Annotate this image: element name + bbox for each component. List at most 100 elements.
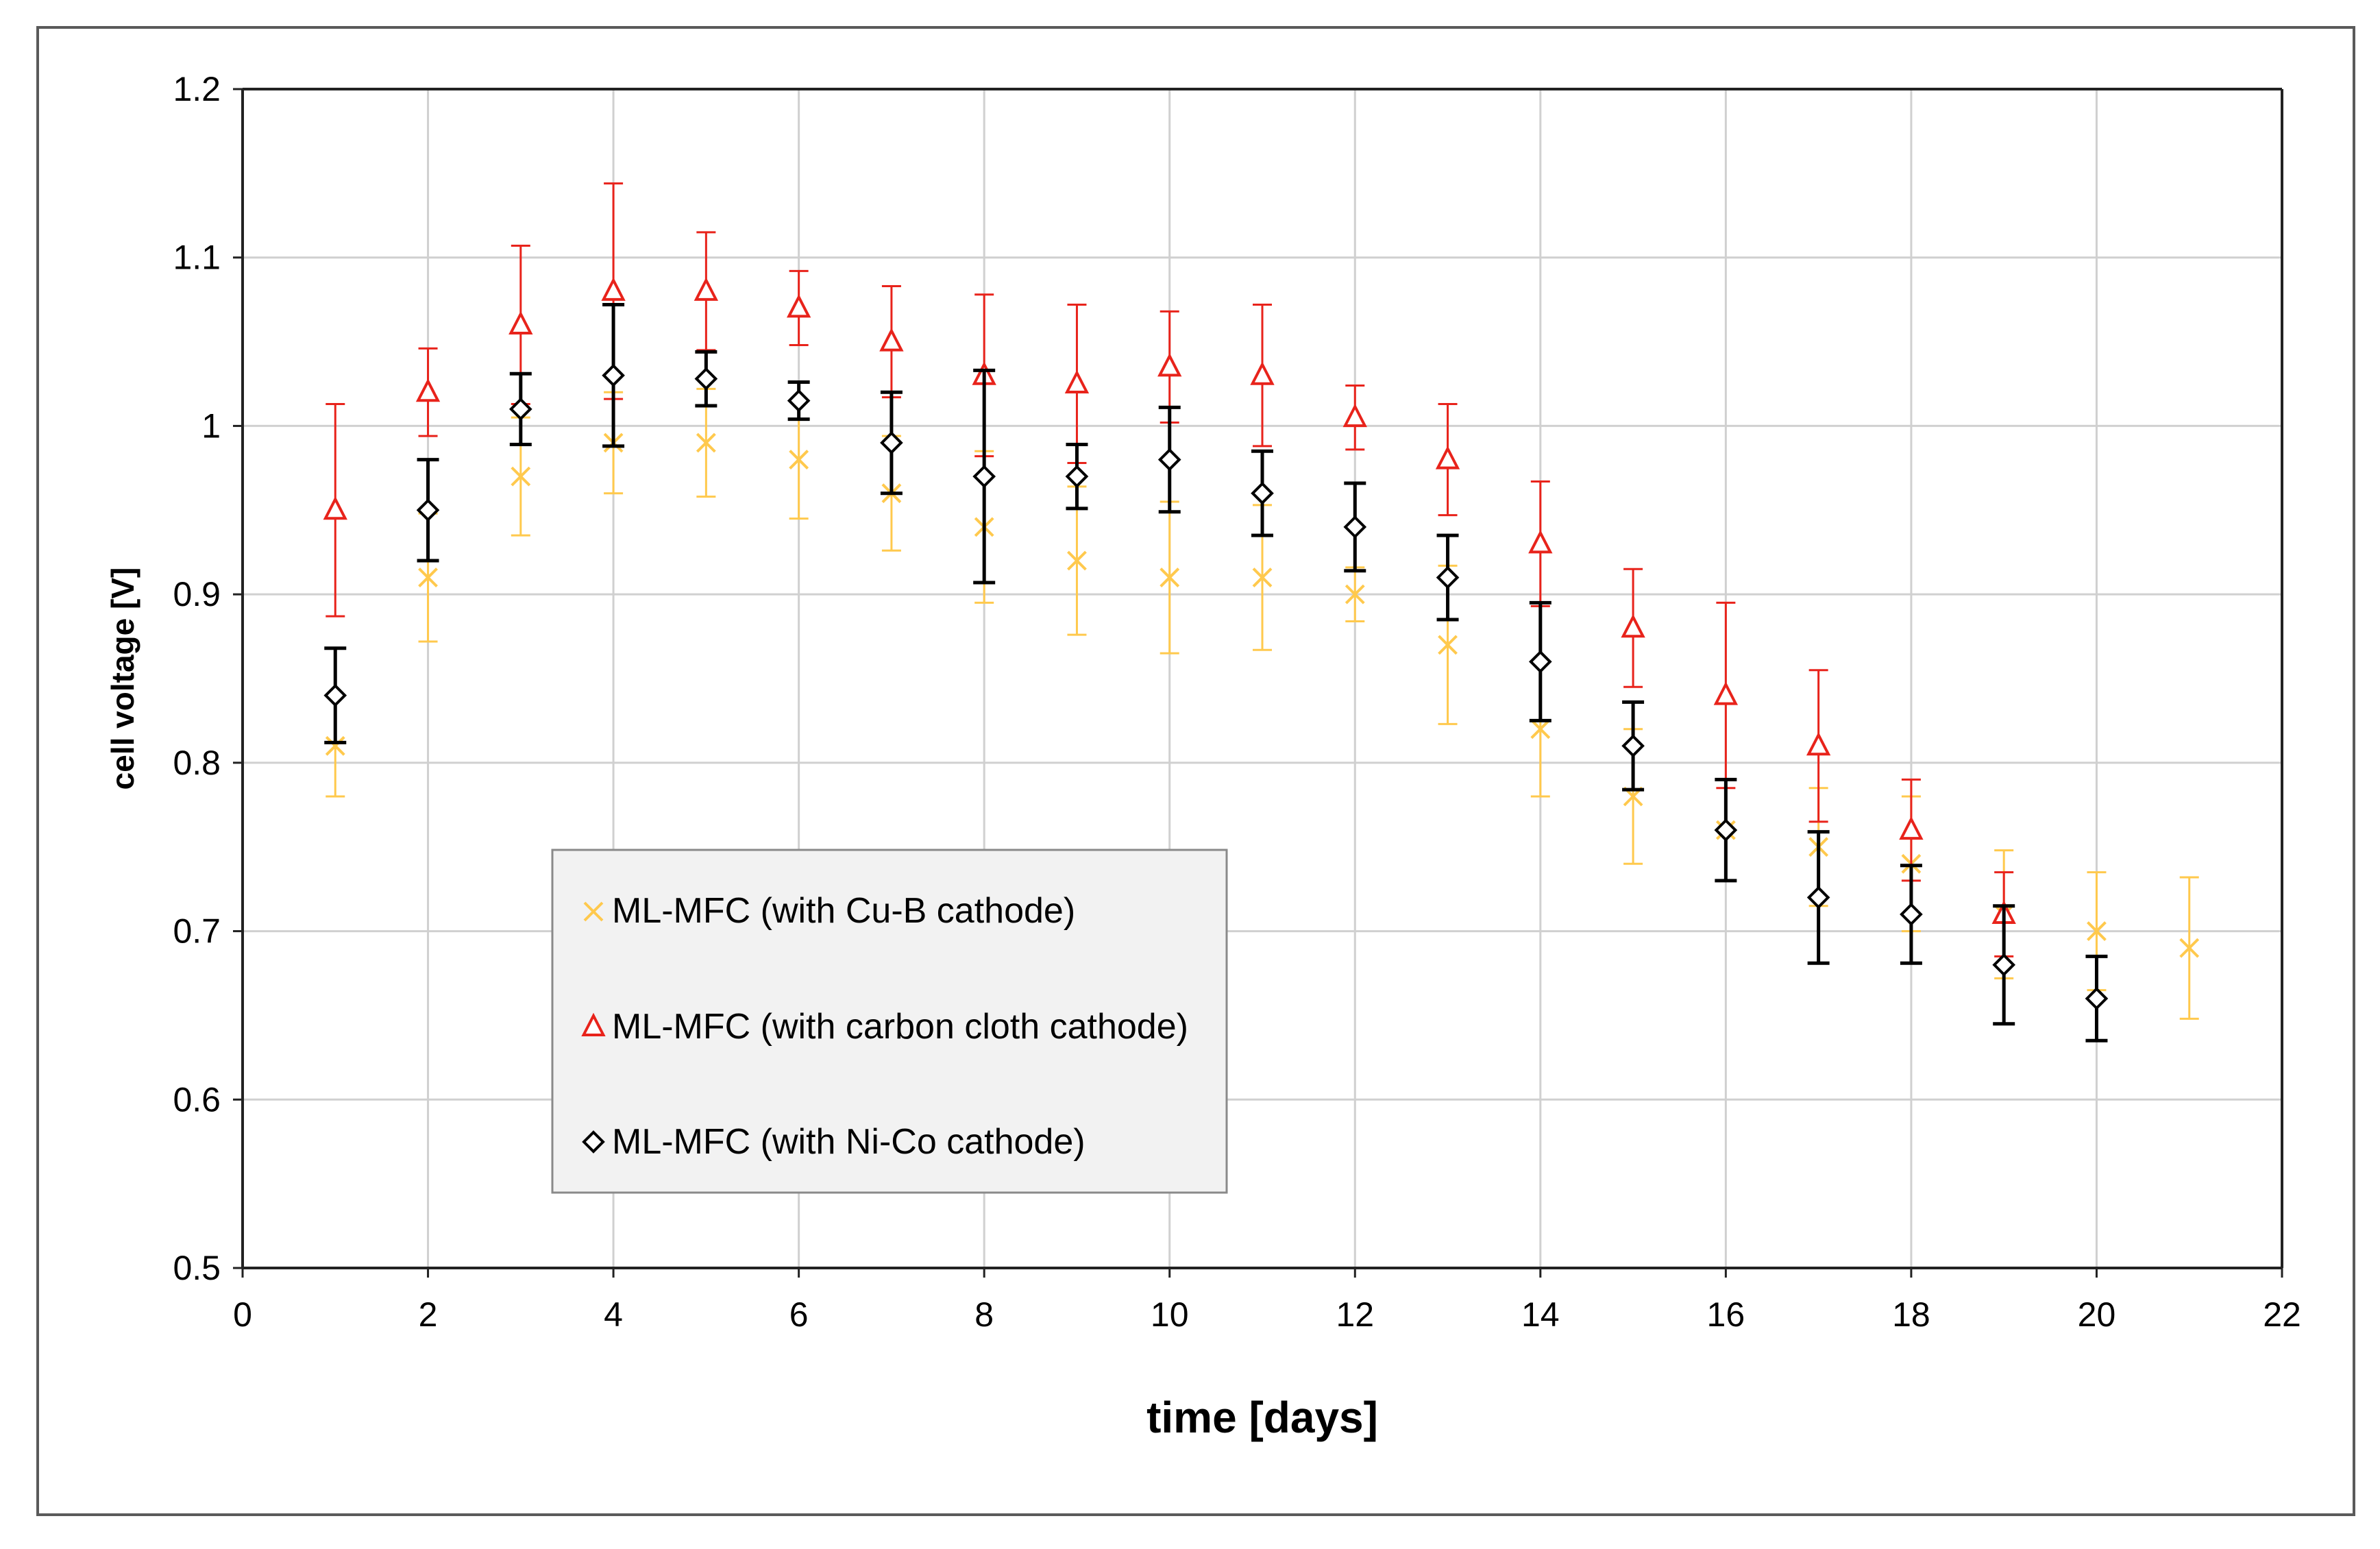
data-point-carbon-cloth xyxy=(1064,369,1090,393)
data-point-ni-co xyxy=(1900,903,1923,926)
data-point-cu-b xyxy=(1252,568,1273,587)
marker-stroke xyxy=(789,450,809,469)
data-point-cu-b xyxy=(696,432,716,453)
data-point-carbon-cloth xyxy=(1713,681,1739,705)
marker-stroke xyxy=(325,735,345,756)
y-tick-label: 1 xyxy=(201,406,221,445)
x-tick-label: 6 xyxy=(789,1295,809,1334)
marker-stroke xyxy=(696,432,716,453)
x-axis-label: time [days] xyxy=(1146,1393,1378,1442)
x-tick-label: 12 xyxy=(1336,1295,1374,1334)
y-tick-label: 1.2 xyxy=(173,70,221,108)
data-point-cu-b xyxy=(1160,568,1180,587)
data-point-carbon-cloth xyxy=(694,277,719,301)
data-point-ni-co xyxy=(1436,565,1460,589)
data-point-cu-b xyxy=(1067,550,1087,571)
data-point-ni-co xyxy=(323,683,347,707)
x-tick-label: 22 xyxy=(2263,1295,2301,1334)
data-point-ni-co xyxy=(972,465,996,488)
data-point-cu-b xyxy=(789,450,809,469)
data-point-ni-co xyxy=(1992,953,2016,977)
data-point-carbon-cloth xyxy=(415,378,441,402)
data-point-cu-b xyxy=(1438,635,1458,655)
y-tick-label: 0.8 xyxy=(173,744,221,782)
data-point-carbon-cloth xyxy=(786,294,811,318)
data-point-carbon-cloth xyxy=(508,310,533,334)
marker-stroke xyxy=(1160,568,1180,587)
data-point-cu-b xyxy=(1345,584,1365,605)
data-point-ni-co xyxy=(1157,448,1181,472)
y-tick-label: 0.6 xyxy=(173,1080,221,1119)
x-tick-label: 18 xyxy=(1892,1295,1930,1334)
data-point-carbon-cloth xyxy=(1250,361,1275,385)
data-point-ni-co xyxy=(2085,987,2109,1010)
data-point-ni-co xyxy=(1621,734,1645,758)
data-point-cu-b xyxy=(2179,938,2200,958)
marker-stroke xyxy=(511,466,531,487)
data-point-ni-co xyxy=(1251,481,1274,505)
data-point-ni-co xyxy=(1714,818,1738,842)
data-point-cu-b xyxy=(2087,921,2107,941)
x-tick-label: 10 xyxy=(1151,1295,1189,1334)
x-tick-label: 2 xyxy=(419,1295,438,1334)
data-point-cu-b xyxy=(1530,719,1551,740)
legend: ML-MFC (with Cu-B cathode) ML-MFC (with … xyxy=(551,849,1228,1194)
plot-area xyxy=(243,89,2282,1268)
marker-stroke xyxy=(1345,584,1365,605)
data-point-ni-co xyxy=(1343,515,1367,539)
y-tick-label: 0.5 xyxy=(173,1249,221,1287)
x-tick-label: 4 xyxy=(604,1295,623,1334)
data-point-carbon-cloth xyxy=(323,496,347,520)
series-layer xyxy=(323,182,2200,1042)
y-tick-label: 0.9 xyxy=(173,575,221,613)
data-point-cu-b xyxy=(418,568,438,587)
tick-layer: 0 2 4 6 8 10 12 14 16 18 20 22 0.5 0.6 0.7 0.8 0.9 1 1.1 1.… xyxy=(173,70,2301,1334)
marker-stroke xyxy=(1438,635,1458,655)
x-tick-label: 16 xyxy=(1707,1295,1745,1334)
data-point-ni-co xyxy=(787,389,811,413)
data-point-cu-b xyxy=(325,735,345,756)
legend-marker-carbon-cloth xyxy=(581,1012,606,1036)
data-point-ni-co xyxy=(1806,886,1830,910)
legend-markers xyxy=(581,901,606,1154)
y-axis-label: cell voltage [V] xyxy=(105,568,140,790)
legend-marker-ni-co xyxy=(582,1130,605,1154)
axes-layer xyxy=(241,88,2283,1269)
data-point-carbon-cloth xyxy=(1899,816,1924,840)
data-point-ni-co xyxy=(1528,650,1552,674)
data-point-ni-co xyxy=(694,367,718,391)
data-point-ni-co xyxy=(1065,465,1089,488)
marker-stroke xyxy=(2179,938,2200,958)
data-point-carbon-cloth xyxy=(1528,530,1553,554)
legend-box xyxy=(551,849,1228,1194)
data-point-carbon-cloth xyxy=(1435,446,1460,469)
legend-marker-cu-b xyxy=(583,901,604,922)
marker-stroke xyxy=(1067,550,1087,571)
data-point-carbon-cloth xyxy=(1342,403,1367,428)
marker-stroke xyxy=(1530,719,1551,740)
legend-label-ni-co: ML-MFC (with Ni-Co cathode) xyxy=(612,1122,1085,1162)
x-tick-label: 14 xyxy=(1521,1295,1560,1334)
y-tick-label: 1.1 xyxy=(173,239,221,277)
data-point-ni-co xyxy=(508,398,532,421)
data-point-carbon-cloth xyxy=(601,277,626,301)
data-point-carbon-cloth xyxy=(1157,353,1182,377)
grid-layer xyxy=(243,89,2282,1268)
series-ni-co xyxy=(323,303,2109,1042)
data-point-ni-co xyxy=(602,363,625,387)
x-tick-label: 0 xyxy=(233,1295,252,1334)
data-point-cu-b xyxy=(511,466,531,487)
data-point-ni-co xyxy=(880,431,903,454)
series-carbon-cloth xyxy=(323,182,2016,958)
x-tick-label: 8 xyxy=(974,1295,994,1334)
marker-stroke xyxy=(1252,568,1273,587)
legend-label-carbon-cloth: ML-MFC (with carbon cloth cathode) xyxy=(612,1007,1188,1047)
y-tick-label: 0.7 xyxy=(173,912,221,951)
marker-stroke xyxy=(2087,921,2107,941)
legend-label-cu-b: ML-MFC (with Cu-B cathode) xyxy=(612,891,1075,931)
x-tick-label: 20 xyxy=(2078,1295,2116,1334)
marker-stroke xyxy=(418,568,438,587)
data-point-carbon-cloth xyxy=(1806,731,1831,756)
